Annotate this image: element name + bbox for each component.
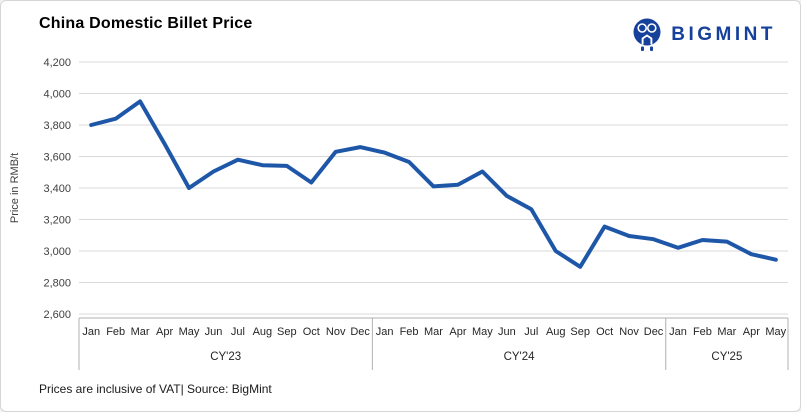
source-note: Prices are inclusive of VAT| Source: Big… — [39, 382, 272, 396]
svg-text:Dec: Dec — [644, 326, 664, 338]
svg-text:CY'24: CY'24 — [504, 351, 536, 363]
y-axis-labels: 2,600 2,800 3,000 3,200 3,400 3,600 3,800 4,000… — [43, 57, 71, 321]
svg-text:CY'23: CY'23 — [210, 351, 241, 363]
svg-text:Aug: Aug — [546, 326, 566, 338]
svg-text:2,800: 2,800 — [43, 278, 71, 290]
svg-text:Sep: Sep — [570, 326, 590, 338]
svg-text:Jan: Jan — [82, 326, 100, 338]
svg-text:3,200: 3,200 — [43, 215, 71, 227]
brand-logo: BIGMINT — [631, 17, 776, 53]
svg-text:May: May — [765, 326, 786, 338]
svg-text:2,600: 2,600 — [43, 309, 71, 321]
svg-text:Jun: Jun — [205, 326, 223, 338]
gridlines — [79, 61, 788, 315]
svg-text:Nov: Nov — [619, 326, 639, 338]
chart-title: China Domestic Billet Price — [39, 15, 253, 32]
svg-text:Aug: Aug — [253, 326, 273, 338]
svg-text:Nov: Nov — [326, 326, 346, 338]
svg-text:May: May — [179, 326, 200, 338]
x-axis: Jan Feb Mar Apr May Jun Jul Aug Sep Oct Nov Dec CY'2… — [78, 317, 789, 370]
svg-text:3,000: 3,000 — [43, 246, 71, 258]
svg-text:Apr: Apr — [156, 326, 173, 338]
svg-text:Jul: Jul — [231, 326, 245, 338]
svg-text:3,600: 3,600 — [43, 152, 71, 164]
svg-text:Feb: Feb — [106, 326, 125, 338]
svg-text:Feb: Feb — [400, 326, 419, 338]
svg-text:4,000: 4,000 — [43, 89, 71, 101]
svg-text:Sep: Sep — [277, 326, 297, 338]
svg-text:Jan: Jan — [669, 326, 687, 338]
svg-text:4,200: 4,200 — [43, 57, 71, 69]
svg-text:3,400: 3,400 — [43, 183, 71, 195]
svg-text:CY'25: CY'25 — [711, 351, 742, 363]
svg-text:Apr: Apr — [449, 326, 466, 338]
svg-text:Mar: Mar — [424, 326, 443, 338]
svg-text:Mar: Mar — [131, 326, 150, 338]
svg-text:Mar: Mar — [717, 326, 736, 338]
svg-text:Jun: Jun — [498, 326, 516, 338]
bigmint-logo-icon — [633, 18, 661, 51]
svg-text:3,800: 3,800 — [43, 120, 71, 132]
svg-text:Apr: Apr — [743, 326, 760, 338]
svg-text:Jan: Jan — [376, 326, 394, 338]
brand-name: BIGMINT — [671, 24, 776, 45]
svg-text:Oct: Oct — [596, 326, 613, 338]
svg-text:May: May — [472, 326, 493, 338]
y-axis-title: Price in RMB/t — [9, 153, 21, 223]
svg-text:Dec: Dec — [350, 326, 370, 338]
svg-text:Feb: Feb — [693, 326, 712, 338]
billet-price-series-line — [89, 99, 778, 269]
svg-text:Jul: Jul — [524, 326, 538, 338]
svg-text:Oct: Oct — [303, 326, 320, 338]
